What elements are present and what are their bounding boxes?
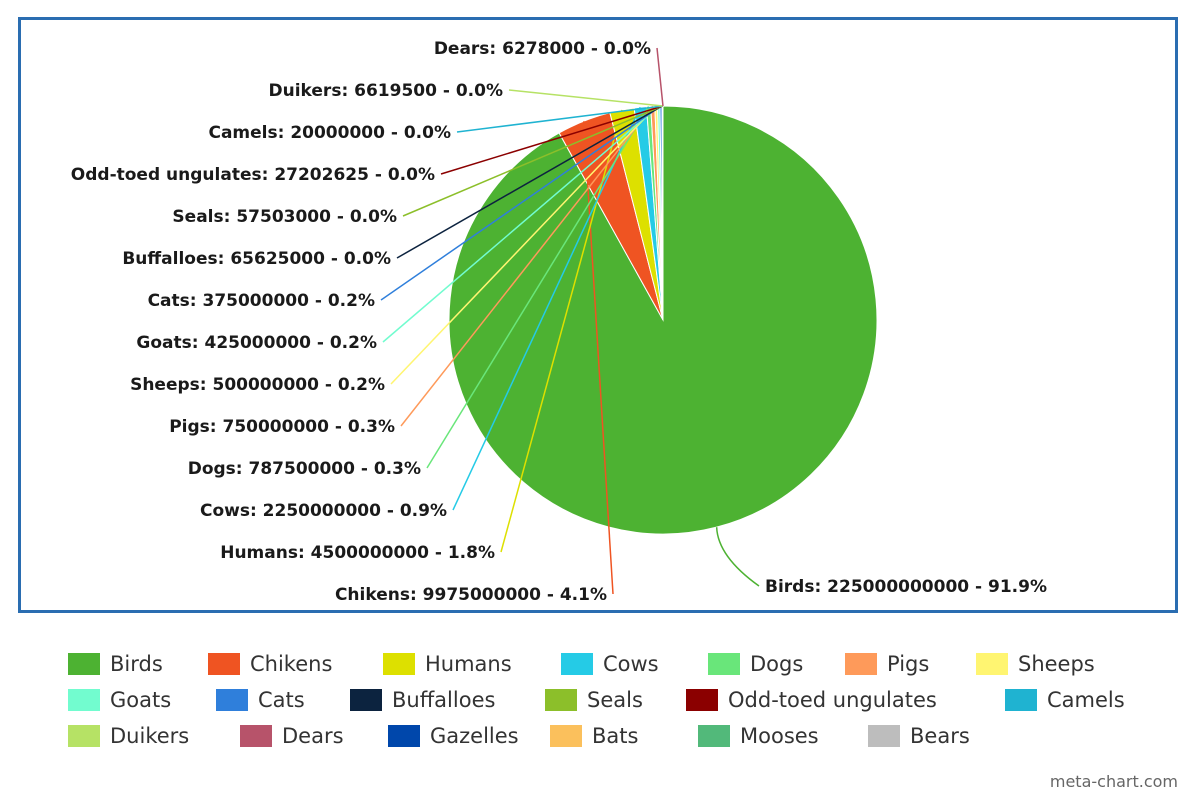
- legend-swatch: [350, 689, 382, 711]
- legend-item-pigs[interactable]: Pigs: [845, 650, 929, 678]
- leader-line-birds: [715, 527, 760, 587]
- legend-swatch: [68, 725, 100, 747]
- slice-label-cats: Cats: 375000000 - 0.2%: [148, 291, 375, 311]
- leader-line-duikers: [508, 89, 664, 107]
- legend-item-seals[interactable]: Seals: [545, 686, 643, 714]
- slice-label-pigs: Pigs: 750000000 - 0.3%: [169, 417, 395, 437]
- leader-line-odd-toed-ungulates: [440, 105, 663, 175]
- leader-line-chikens: [583, 121, 614, 595]
- legend-label: Cats: [258, 688, 305, 712]
- legend-swatch: [68, 653, 100, 675]
- legend-label: Goats: [110, 688, 172, 712]
- legend-swatch: [561, 653, 593, 675]
- legend-item-humans[interactable]: Humans: [383, 650, 512, 678]
- legend-item-cows[interactable]: Cows: [561, 650, 659, 678]
- chart-credit: meta-chart.com: [1049, 772, 1178, 791]
- leader-line-humans: [500, 109, 623, 553]
- legend-label: Dears: [282, 724, 344, 748]
- legend-label: Dogs: [750, 652, 804, 676]
- legend-item-bears[interactable]: Bears: [868, 722, 970, 750]
- legend-swatch: [976, 653, 1008, 675]
- legend-swatch: [550, 725, 582, 747]
- leader-line-sheeps: [390, 105, 657, 385]
- legend-item-bats[interactable]: Bats: [550, 722, 638, 750]
- slice-label-camels: Camels: 20000000 - 0.0%: [208, 123, 451, 143]
- legend-swatch: [383, 653, 415, 675]
- slice-label-goats: Goats: 425000000 - 0.2%: [136, 333, 377, 353]
- slice-label-sheeps: Sheeps: 500000000 - 0.2%: [130, 375, 385, 395]
- legend-item-camels[interactable]: Camels: [1005, 686, 1125, 714]
- legend-item-mooses[interactable]: Mooses: [698, 722, 819, 750]
- legend-item-dears[interactable]: Dears: [240, 722, 344, 750]
- slice-label-duikers: Duikers: 6619500 - 0.0%: [269, 81, 503, 101]
- leader-line-buffalloes: [396, 105, 663, 259]
- legend-item-odd-toed-ungulates[interactable]: Odd-toed ungulates: [686, 686, 937, 714]
- legend-swatch: [216, 689, 248, 711]
- legend-label: Odd-toed ungulates: [728, 688, 937, 712]
- legend-item-birds[interactable]: Birds: [68, 650, 163, 678]
- pie-chart: Birds: 225000000000 - 91.9% Chikens: 9975…: [71, 39, 1047, 605]
- chart-frame: Birds: 225000000000 - 91.9% Chikens: 9975…: [18, 17, 1178, 613]
- legend-swatch: [698, 725, 730, 747]
- legend-label: Birds: [110, 652, 163, 676]
- leader-line-pigs: [400, 105, 654, 427]
- legend-item-buffalloes[interactable]: Buffalloes: [350, 686, 495, 714]
- leader-line-dears: [656, 47, 664, 107]
- slice-label-seals: Seals: 57503000 - 0.0%: [172, 207, 397, 227]
- legend-item-gazelles[interactable]: Gazelles: [388, 722, 519, 750]
- leader-line-seals: [402, 105, 663, 217]
- legend-swatch: [1005, 689, 1037, 711]
- legend-swatch: [708, 653, 740, 675]
- legend-item-chikens[interactable]: Chikens: [208, 650, 332, 678]
- legend-label: Sheeps: [1018, 652, 1095, 676]
- slice-label-humans: Humans: 4500000000 - 1.8%: [220, 543, 495, 563]
- legend-label: Seals: [587, 688, 643, 712]
- legend-label: Gazelles: [430, 724, 519, 748]
- legend-swatch: [208, 653, 240, 675]
- legend-item-goats[interactable]: Goats: [68, 686, 171, 714]
- slice-label-odd-toed-ungulates: Odd-toed ungulates: 27202625 - 0.0%: [71, 165, 435, 185]
- legend-swatch: [388, 725, 420, 747]
- legend-swatch: [845, 653, 877, 675]
- legend-label: Chikens: [250, 652, 333, 676]
- slice-label-dears: Dears: 6278000 - 0.0%: [434, 39, 651, 59]
- legend-swatch: [868, 725, 900, 747]
- leader-line-cats: [380, 105, 662, 301]
- leader-line-camels: [456, 105, 663, 133]
- legend-swatch: [240, 725, 272, 747]
- legend-label: Duikers: [110, 724, 190, 748]
- slice-label-dogs: Dogs: 787500000 - 0.3%: [188, 459, 421, 479]
- legend-swatch: [686, 689, 718, 711]
- legend-label: Mooses: [740, 724, 819, 748]
- legend-item-dogs[interactable]: Dogs: [708, 650, 803, 678]
- legend-item-cats[interactable]: Cats: [216, 686, 305, 714]
- legend-item-sheeps[interactable]: Sheeps: [976, 650, 1095, 678]
- slice-label-chikens: Chikens: 9975000000 - 4.1%: [335, 585, 607, 605]
- leader-line-goats: [382, 105, 660, 343]
- legend-label: Humans: [425, 652, 512, 676]
- legend-label: Buffalloes: [392, 688, 496, 712]
- legend-swatch: [68, 689, 100, 711]
- slice-label-buffalloes: Buffalloes: 65625000 - 0.0%: [122, 249, 391, 269]
- legend-label: Bears: [910, 724, 970, 748]
- legend-label: Pigs: [887, 652, 930, 676]
- slice-label-birds: Birds: 225000000000 - 91.9%: [765, 577, 1047, 597]
- legend-item-duikers[interactable]: Duikers: [68, 722, 189, 750]
- slice-label-cows: Cows: 2250000000 - 0.9%: [200, 501, 447, 521]
- legend-label: Camels: [1047, 688, 1125, 712]
- legend-swatch: [545, 689, 577, 711]
- leader-line-dogs: [426, 106, 650, 469]
- legend-label: Cows: [603, 652, 659, 676]
- legend-label: Bats: [592, 724, 639, 748]
